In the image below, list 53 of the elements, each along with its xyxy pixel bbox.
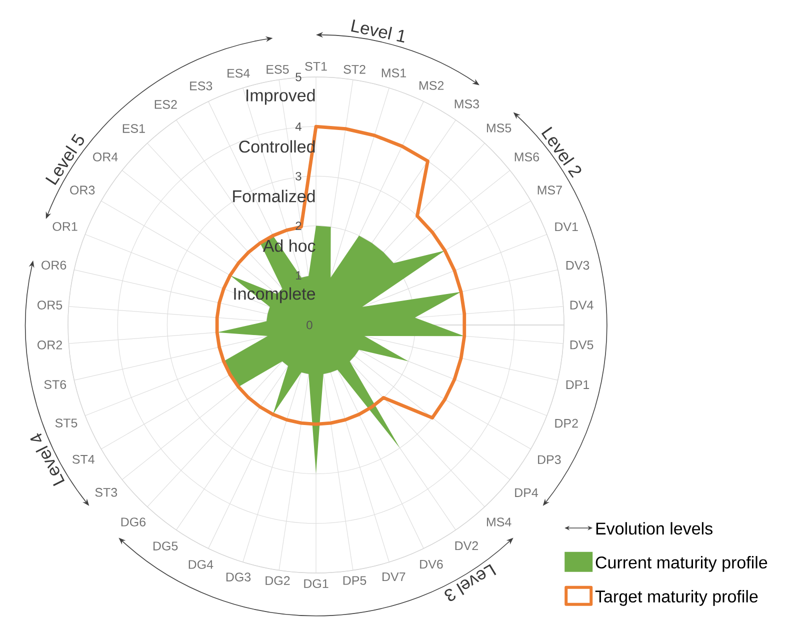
spoke-label: OR3 <box>70 186 95 195</box>
spoke-label: MS4 <box>486 518 512 526</box>
y-tick-label: 5 <box>296 72 302 82</box>
spoke-label: MS5 <box>486 124 512 132</box>
spoke-label: ST5 <box>55 418 78 428</box>
spoke-label: OR5 <box>38 300 62 310</box>
spoke-label: DV4 <box>570 300 594 310</box>
spoke-label: DV1 <box>555 222 578 232</box>
spoke-label: OR1 <box>52 222 78 231</box>
legend-label: Target maturity profile <box>595 590 758 606</box>
spoke-label: MS3 <box>454 100 479 108</box>
spoke-label: DG1 <box>304 579 328 588</box>
spoke-label: DV2 <box>455 541 478 550</box>
spoke-label: DV6 <box>420 560 443 569</box>
spoke-label: DP5 <box>343 576 366 585</box>
spoke-label: DG6 <box>121 518 146 526</box>
spoke-label: ST6 <box>44 380 66 389</box>
spoke-label: ST2 <box>344 64 366 74</box>
y-tick-label: 1 <box>296 271 302 280</box>
text: Level 4 <box>30 433 65 486</box>
y-tick-label: 4 <box>295 122 302 131</box>
y-tick-label: 3 <box>296 172 302 180</box>
spoke-label: ES5 <box>266 64 289 74</box>
spoke-label: DV3 <box>566 260 590 270</box>
text: Evolution levels <box>596 522 712 535</box>
spoke-label: OR2 <box>38 340 62 350</box>
spoke-label: DP2 <box>555 418 578 428</box>
spoke-label: DG4 <box>188 560 214 569</box>
spoke-label: MS1 <box>382 68 406 78</box>
spoke-label: ST3 <box>95 488 118 497</box>
spoke-label: DV7 <box>382 572 406 582</box>
text: Improved <box>246 88 315 105</box>
spoke-label: MS7 <box>538 186 562 195</box>
spoke-label: ST4 <box>72 454 94 464</box>
spoke-label: ES2 <box>154 100 177 109</box>
y-tick-label: 0 <box>306 320 312 330</box>
legend-label: Current maturity profile <box>596 556 768 572</box>
spoke-label: OR6 <box>42 260 66 270</box>
spoke-label: DG2 <box>266 576 290 586</box>
text: Level 1 <box>351 20 404 43</box>
spoke-label: DP4 <box>515 488 538 497</box>
spoke-label: ST1 <box>305 62 327 71</box>
spoke-label: ES4 <box>228 68 250 78</box>
spoke-label: ES1 <box>122 124 145 133</box>
spoke-label: DG3 <box>226 572 251 582</box>
spoke-label: DV5 <box>570 340 594 350</box>
spoke-label: DP3 <box>538 455 561 464</box>
spoke-label: ES3 <box>190 81 212 90</box>
spoke-label: MS6 <box>514 152 540 162</box>
spoke-label: DP1 <box>566 380 590 389</box>
spoke-label: DG5 <box>153 542 178 550</box>
spoke-label: OR4 <box>93 152 118 162</box>
spoke-label: MS2 <box>420 81 444 90</box>
